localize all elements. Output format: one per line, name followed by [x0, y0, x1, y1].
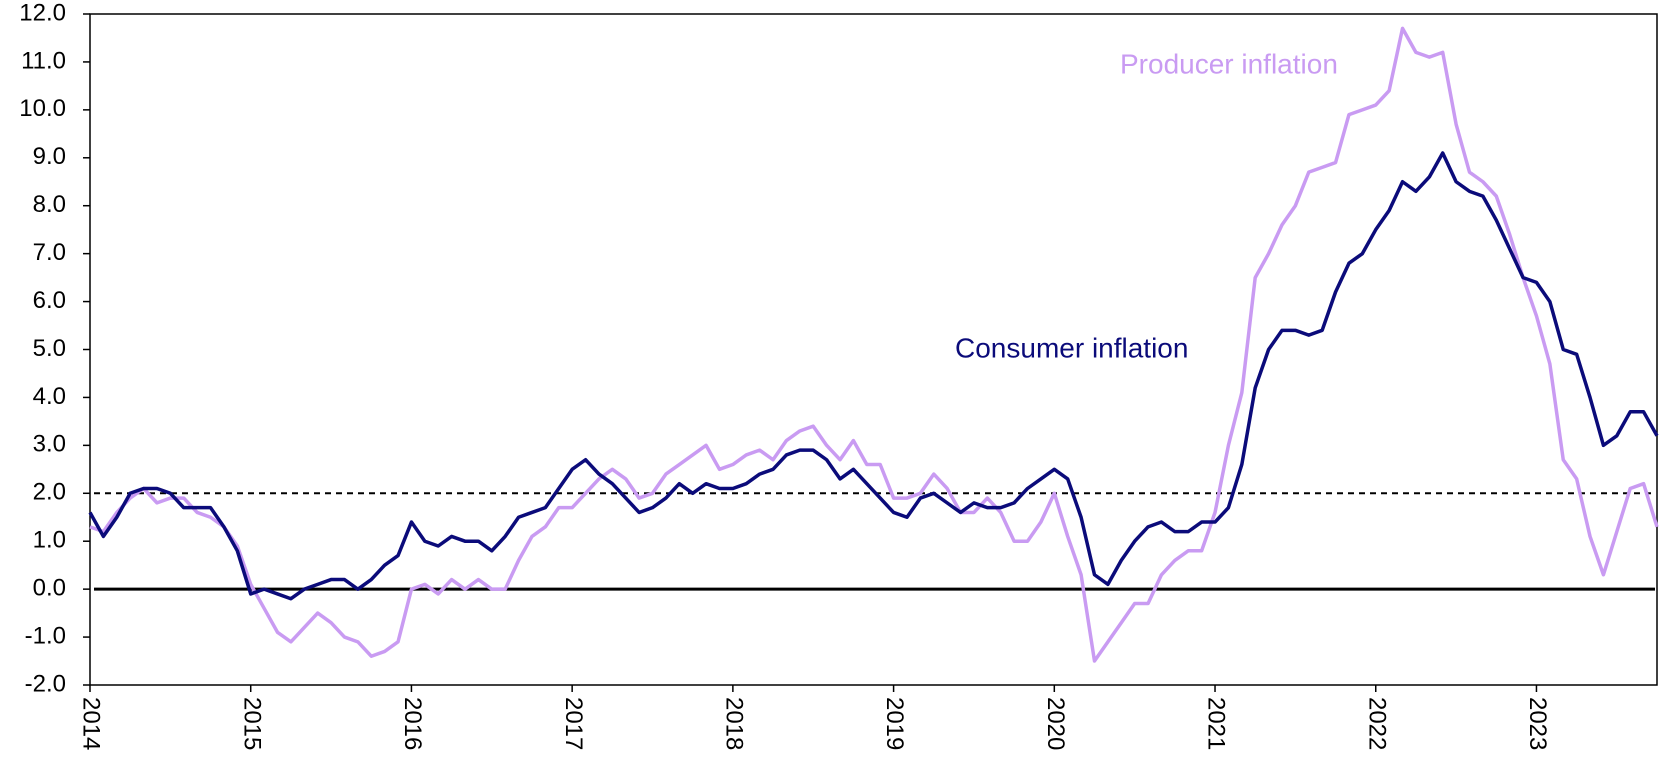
y-tick-label: 12.0 — [19, 0, 66, 26]
y-tick-label: 10.0 — [19, 95, 66, 122]
y-tick-label: 7.0 — [33, 239, 66, 266]
series-label: Producer inflation — [1120, 48, 1338, 79]
x-tick-label: 2019 — [881, 697, 908, 750]
series-label: Consumer inflation — [955, 332, 1188, 363]
y-tick-label: 11.0 — [21, 47, 66, 74]
x-tick-label: 2014 — [78, 697, 105, 750]
y-tick-label: 0.0 — [33, 574, 66, 601]
y-tick-label: 4.0 — [33, 383, 66, 410]
x-tick-label: 2021 — [1203, 697, 1230, 750]
y-tick-label: 2.0 — [33, 479, 66, 506]
y-tick-label: -2.0 — [25, 670, 66, 697]
y-tick-label: 6.0 — [33, 287, 66, 314]
series-line — [89, 26, 1659, 663]
plot-frame — [89, 13, 1658, 686]
x-tick-label: 2018 — [721, 697, 748, 750]
y-tick-label: 3.0 — [33, 431, 66, 458]
x-tick-label: 2016 — [399, 697, 426, 750]
y-tick-label: 9.0 — [33, 143, 66, 170]
series-line — [88, 151, 1659, 601]
x-tick-label: 2023 — [1524, 697, 1551, 750]
x-tick-label: 2020 — [1042, 697, 1069, 750]
x-tick-label: 2022 — [1363, 697, 1390, 750]
y-tick-label: 1.0 — [33, 527, 66, 554]
x-tick-label: 2015 — [238, 697, 265, 750]
y-tick-label: 5.0 — [33, 335, 66, 362]
x-tick-label: 2017 — [560, 697, 587, 750]
y-tick-label: -1.0 — [25, 622, 66, 649]
y-tick-label: 8.0 — [33, 191, 66, 218]
